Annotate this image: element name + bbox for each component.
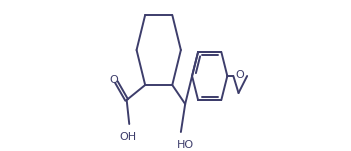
- Text: O: O: [235, 70, 244, 80]
- Text: OH: OH: [119, 132, 136, 142]
- Text: O: O: [109, 75, 118, 85]
- Text: HO: HO: [177, 140, 194, 150]
